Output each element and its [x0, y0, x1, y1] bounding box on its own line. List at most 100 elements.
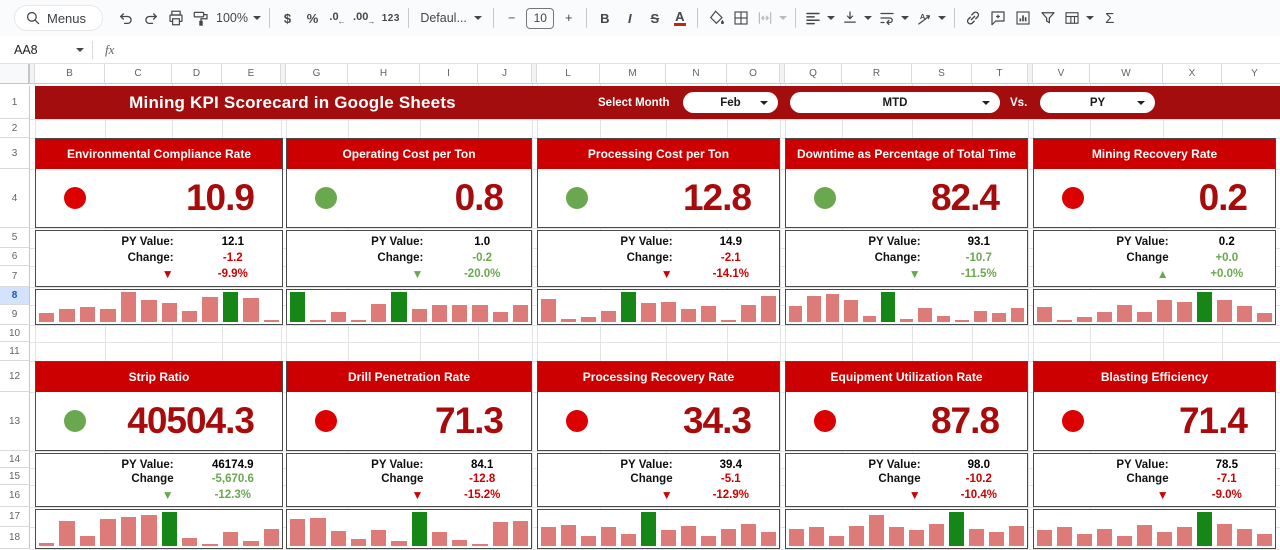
column-header-J[interactable]: J — [478, 64, 532, 84]
more-formats-button[interactable]: 123 — [381, 12, 400, 24]
column-header-M[interactable]: M — [600, 64, 666, 84]
column-header-Q[interactable]: Q — [785, 64, 842, 84]
row-header-11[interactable]: 11 — [0, 342, 30, 361]
column-header-T[interactable]: T — [972, 64, 1028, 84]
kpi-details-box[interactable]: PY Value: 1.0 Change: -0.2 ▼ -20.0% — [286, 230, 532, 287]
month-dropdown[interactable]: Feb — [683, 92, 778, 113]
kpi-title-number-box[interactable]: Processing Cost per Ton 12.8 — [537, 138, 780, 228]
menus-button[interactable]: Menus — [14, 5, 104, 31]
vertical-align-button[interactable] — [838, 6, 875, 30]
row-header-12[interactable]: 12 — [0, 361, 30, 392]
kpi-title-number-box[interactable]: Blasting Efficiency 71.4 — [1033, 361, 1276, 451]
format-percent-button[interactable]: % — [306, 10, 319, 26]
hidden-column-gap[interactable] — [780, 64, 785, 84]
create-filter-button[interactable] — [1035, 6, 1060, 30]
row-header-16[interactable]: 16 — [0, 485, 30, 507]
column-header-D[interactable]: D — [172, 64, 222, 84]
kpi-title-number-box[interactable]: Environmental Compliance Rate 10.9 — [35, 138, 283, 228]
undo-button[interactable] — [113, 6, 138, 30]
kpi-details-box[interactable]: PY Value: 93.1 Change: -10.7 ▼ -11.5% — [785, 230, 1028, 287]
column-header-E[interactable]: E — [222, 64, 281, 84]
table-views-button[interactable] — [1060, 6, 1097, 30]
print-button[interactable] — [163, 6, 188, 30]
sheet-grid[interactable]: Mining KPI Scorecard in Google Sheets Se… — [0, 84, 1280, 550]
horizontal-align-button[interactable] — [801, 6, 838, 30]
functions-button[interactable]: Σ — [1105, 9, 1115, 27]
kpi-title-number-box[interactable]: Processing Recovery Rate 34.3 — [537, 361, 780, 451]
kpi-details-box[interactable]: PY Value: 98.0 Change -10.2 ▼ -10.4% — [785, 453, 1028, 507]
kpi-title-number-box[interactable]: Strip Ratio 40504.3 — [35, 361, 283, 451]
row-header-1[interactable]: 1 — [0, 86, 30, 119]
text-wrap-button[interactable] — [875, 6, 912, 30]
text-color-button[interactable]: A — [667, 6, 692, 30]
hidden-column-gap[interactable] — [1028, 64, 1033, 84]
column-header-I[interactable]: I — [420, 64, 478, 84]
insert-comment-button[interactable] — [985, 6, 1010, 30]
text-rotation-button[interactable]: A — [912, 6, 949, 30]
row-header-6[interactable]: 6 — [0, 248, 30, 266]
column-header-B[interactable]: B — [35, 64, 105, 84]
kpi-title-number-box[interactable]: Operating Cost per Ton 0.8 — [286, 138, 532, 228]
increase-font-size-button[interactable]: + — [565, 11, 573, 25]
kpi-details-box[interactable]: PY Value: 78.5 Change -7.1 ▼ -9.0% — [1033, 453, 1276, 507]
borders-button[interactable] — [728, 6, 753, 30]
kpi-title-number-box[interactable]: Downtime as Percentage of Total Time 82.4 — [785, 138, 1028, 228]
column-header-W[interactable]: W — [1090, 64, 1163, 84]
row-header-9[interactable]: 9 — [0, 305, 30, 325]
kpi-details-box[interactable]: PY Value: 84.1 Change -12.8 ▼ -15.2% — [286, 453, 532, 507]
font-select[interactable]: Defaul... — [414, 6, 488, 30]
name-box[interactable]: AA8 — [0, 36, 92, 63]
redo-button[interactable] — [138, 6, 163, 30]
row-header-2[interactable]: 2 — [0, 119, 30, 138]
insert-link-button[interactable] — [960, 6, 985, 30]
increase-decimal-button[interactable]: .00→ — [350, 6, 378, 30]
select-all-corner[interactable] — [0, 64, 30, 84]
strikethrough-button[interactable]: S — [650, 10, 660, 26]
kpi-title-number-box[interactable]: Equipment Utilization Rate 87.8 — [785, 361, 1028, 451]
row-header-5[interactable]: 5 — [0, 228, 30, 248]
column-header-Y[interactable]: Y — [1222, 64, 1280, 84]
column-header-H[interactable]: H — [348, 64, 420, 84]
hidden-column-gap[interactable] — [532, 64, 537, 84]
compare-dropdown[interactable]: PY — [1040, 92, 1155, 113]
row-header-8[interactable]: 8 — [0, 287, 30, 305]
row-header-3[interactable]: 3 — [0, 138, 30, 169]
paint-format-button[interactable] — [188, 6, 213, 30]
column-header-C[interactable]: C — [105, 64, 172, 84]
kpi-details-box[interactable]: PY Value: 14.9 Change: -2.1 ▼ -14.1% — [537, 230, 780, 287]
kpi-title-number-box[interactable]: Drill Penetration Rate 71.3 — [286, 361, 532, 451]
column-header-G[interactable]: G — [286, 64, 348, 84]
column-header-X[interactable]: X — [1163, 64, 1222, 84]
decrease-decimal-button[interactable]: .0← — [325, 6, 350, 30]
row-header-18[interactable]: 18 — [0, 527, 30, 549]
row-header-4[interactable]: 4 — [0, 169, 30, 228]
row-header-7[interactable]: 7 — [0, 266, 30, 287]
row-header-14[interactable]: 14 — [0, 451, 30, 468]
period-dropdown[interactable]: MTD — [790, 92, 1000, 113]
row-header-10[interactable]: 10 — [0, 325, 30, 342]
hidden-column-gap[interactable] — [30, 64, 35, 84]
row-header-13[interactable]: 13 — [0, 392, 30, 451]
format-currency-button[interactable]: $ — [283, 10, 292, 26]
kpi-details-box[interactable]: PY Value: 46174.9 Change -5,670.6 ▼ -12.3% — [35, 453, 283, 507]
column-header-O[interactable]: O — [727, 64, 780, 84]
decrease-font-size-button[interactable]: − — [508, 11, 516, 25]
column-header-R[interactable]: R — [842, 64, 912, 84]
merge-cells-button[interactable] — [753, 6, 790, 30]
hidden-column-gap[interactable] — [281, 64, 286, 84]
kpi-details-box[interactable]: PY Value: 12.1 Change: -1.2 ▼ -9.9% — [35, 230, 283, 287]
row-header-15[interactable]: 15 — [0, 468, 30, 485]
row-header-17[interactable]: 17 — [0, 507, 30, 527]
column-header-L[interactable]: L — [537, 64, 600, 84]
bold-button[interactable]: B — [600, 10, 610, 26]
fill-color-button[interactable] — [703, 6, 728, 30]
insert-chart-button[interactable] — [1010, 6, 1035, 30]
zoom-select[interactable]: 100% — [213, 6, 264, 30]
kpi-title-number-box[interactable]: Mining Recovery Rate 0.2 — [1033, 138, 1276, 228]
kpi-details-box[interactable]: PY Value: 0.2 Change +0.0 ▲ +0.0% — [1033, 230, 1276, 287]
column-header-N[interactable]: N — [666, 64, 727, 84]
column-header-S[interactable]: S — [912, 64, 972, 84]
column-header-V[interactable]: V — [1033, 64, 1090, 84]
kpi-details-box[interactable]: PY Value: 39.4 Change -5.1 ▼ -12.9% — [537, 453, 780, 507]
italic-button[interactable]: I — [628, 10, 632, 26]
